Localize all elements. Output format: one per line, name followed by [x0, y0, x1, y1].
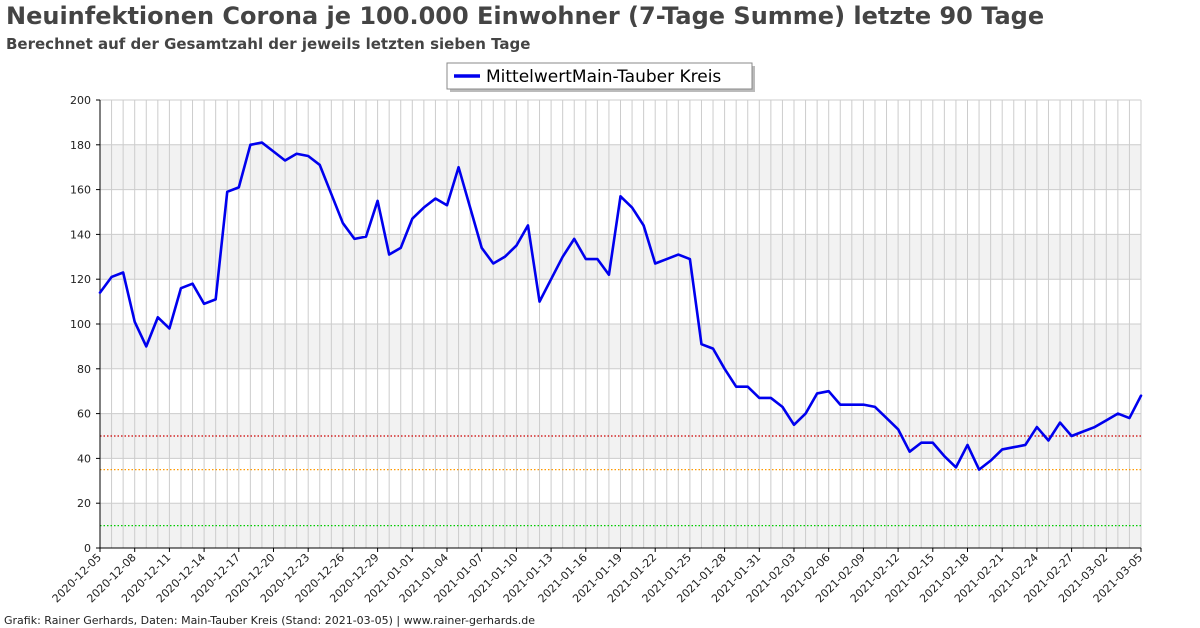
series-line — [98, 141, 1143, 471]
chart-subtitle: Berechnet auf der Gesamtzahl der jeweils… — [6, 35, 531, 53]
y-tick-label: 100 — [70, 318, 91, 331]
y-tick-label: 140 — [70, 228, 91, 241]
y-tick-label: 0 — [84, 542, 91, 555]
y-tick-label: 20 — [77, 497, 91, 510]
y-tick-label: 40 — [77, 452, 91, 465]
legend: MittelwertMain-Tauber Kreis — [446, 62, 755, 92]
y-tick-label: 160 — [70, 184, 91, 197]
chart-title: Neuinfektionen Corona je 100.000 Einwohn… — [6, 2, 1045, 30]
legend-label: MittelwertMain-Tauber Kreis — [486, 67, 721, 87]
y-tick-label: 120 — [70, 273, 91, 286]
y-tick-label: 80 — [77, 363, 91, 376]
y-tick-label: 60 — [77, 408, 91, 421]
legend-box — [446, 62, 753, 90]
y-tick-label: 180 — [70, 139, 91, 152]
chart-footer: Grafik: Rainer Gerhards, Daten: Main-Tau… — [4, 614, 536, 627]
y-tick-label: 200 — [70, 94, 91, 107]
